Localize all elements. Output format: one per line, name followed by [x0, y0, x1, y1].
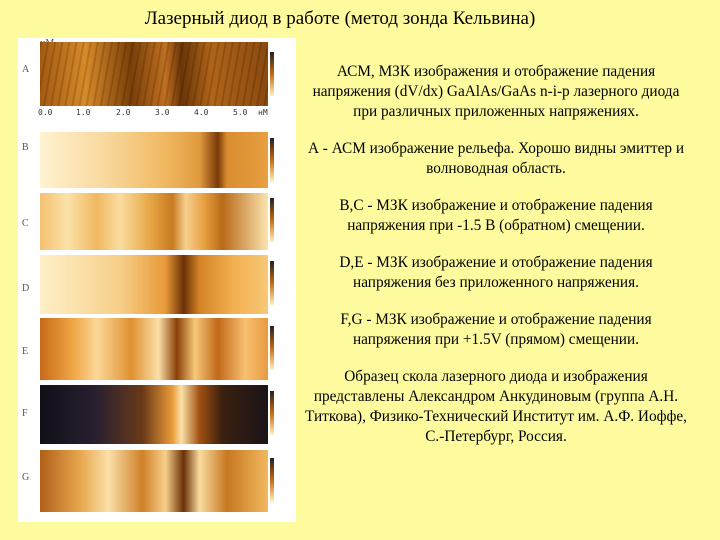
image-panel: нМ 0.0 1.0 2.0 3.0 4.0 5.0 нМ A B C D E …	[18, 38, 296, 522]
paragraph: Образец скола лазерного диода и изображе…	[305, 368, 687, 445]
axis-tick: 3.0	[155, 108, 170, 117]
panel-label: G	[22, 472, 30, 483]
paragraph: F,G - МЗК изображение и отображение паде…	[340, 311, 652, 348]
paragraph: АСМ, МЗК изображения и отображение паден…	[312, 63, 680, 120]
scale-bar	[270, 52, 274, 96]
panel-label: A	[22, 64, 30, 75]
axis-unit: нМ	[258, 108, 268, 117]
panel-label: C	[22, 218, 29, 229]
paragraph: А - АСМ изображение рельефа. Хорошо видн…	[307, 140, 685, 177]
description: АСМ, МЗК изображения и отображение паден…	[300, 62, 692, 464]
panel-label: F	[22, 408, 28, 419]
axis-tick: 0.0	[38, 108, 53, 117]
kpm-image	[40, 132, 268, 188]
paragraph: B,C - МЗК изображение и отображение паде…	[339, 197, 653, 234]
scale-bar	[270, 391, 274, 435]
slide-title: Лазерный диод в работе (метод зонда Кель…	[144, 8, 536, 29]
panel-label: D	[22, 283, 30, 294]
axis-tick: 1.0	[76, 108, 91, 117]
axis-tick: 4.0	[194, 108, 209, 117]
kpm-image	[40, 255, 268, 314]
scale-bar	[270, 261, 274, 305]
paragraph: D,E - МЗК изображение и отображение паде…	[339, 254, 653, 291]
scale-bar	[270, 138, 274, 182]
kpm-image	[40, 193, 268, 250]
panel-label: E	[22, 346, 29, 357]
kpm-image	[40, 318, 268, 380]
kpm-image	[40, 450, 268, 512]
panel-label: B	[22, 142, 29, 153]
scale-bar	[270, 198, 274, 242]
axis-tick: 5.0	[233, 108, 248, 117]
afm-image	[40, 42, 268, 106]
scale-bar	[270, 326, 274, 370]
kpm-image	[40, 385, 268, 444]
axis-tick: 2.0	[116, 108, 131, 117]
scale-bar	[270, 458, 274, 502]
